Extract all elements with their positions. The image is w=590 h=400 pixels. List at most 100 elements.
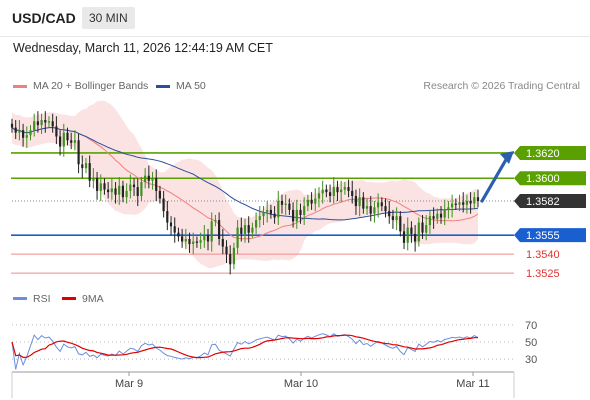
level-label-1.3600: 1.3600 xyxy=(526,173,560,185)
candle-body xyxy=(343,187,346,190)
level-label-1.3525: 1.3525 xyxy=(526,268,560,280)
ma9-legend-swatch xyxy=(62,297,76,300)
candle-body xyxy=(214,220,217,222)
candle-body xyxy=(458,202,461,205)
candle-body xyxy=(295,209,298,222)
candle-body xyxy=(329,192,332,196)
candle-body xyxy=(462,202,465,205)
candle-body xyxy=(306,199,309,207)
candle-body xyxy=(314,198,317,204)
candle-body xyxy=(358,197,361,207)
candle-body xyxy=(258,216,261,220)
ma9-legend-label: 9MA xyxy=(82,293,104,305)
timeframe-button[interactable]: 30 MIN xyxy=(82,7,135,29)
candle-body xyxy=(365,206,369,209)
candle-body xyxy=(36,121,39,126)
candle-body xyxy=(332,187,335,196)
candle-body xyxy=(40,120,43,126)
candle-body xyxy=(84,163,88,169)
candle-body xyxy=(362,197,365,209)
candle-body xyxy=(99,183,102,191)
candle-body xyxy=(51,121,54,127)
ma50-label: MA 50 xyxy=(176,80,206,92)
candle-body xyxy=(118,185,121,195)
candle-body xyxy=(155,178,158,191)
candle-body xyxy=(321,189,324,194)
candle-body xyxy=(225,246,228,255)
candle-body xyxy=(414,233,417,242)
candle-body xyxy=(14,127,17,133)
candle-body xyxy=(62,132,65,147)
candle-body xyxy=(432,216,435,219)
candle-body xyxy=(73,140,76,143)
candle-body xyxy=(121,185,124,198)
candle-body xyxy=(88,163,91,181)
candle-body xyxy=(188,239,191,245)
candle-body xyxy=(247,225,250,233)
candle-body xyxy=(92,178,95,181)
candle-body xyxy=(399,216,402,232)
rsi-tick-70: 70 xyxy=(525,320,537,332)
candle-body xyxy=(125,190,128,198)
candle-body xyxy=(29,130,32,136)
candle-body xyxy=(465,201,468,205)
candle-body xyxy=(273,213,276,218)
candle-body xyxy=(77,140,80,165)
candle-body xyxy=(162,198,165,212)
candle-body xyxy=(229,254,232,265)
candle-body xyxy=(96,178,99,191)
candle-body xyxy=(206,235,210,242)
candle-body xyxy=(218,220,221,239)
rsi-legend-swatch xyxy=(13,297,27,300)
candle-body xyxy=(317,193,321,199)
candle-body xyxy=(173,226,176,233)
candle-body xyxy=(336,187,339,193)
x-tick-label: Mar 10 xyxy=(284,378,318,390)
rsi-line xyxy=(11,333,479,370)
rsi-tick-50: 50 xyxy=(525,337,537,349)
candle-body xyxy=(136,187,139,196)
candle-body xyxy=(380,202,383,207)
candle-body xyxy=(169,222,173,227)
candle-body xyxy=(277,201,280,218)
candle-body xyxy=(303,206,306,215)
candle-body xyxy=(451,203,454,208)
candle-body xyxy=(325,189,328,193)
candle-body xyxy=(384,206,387,212)
x-tick-label: Mar 11 xyxy=(456,378,489,390)
candle-body xyxy=(47,121,51,123)
level-badge-1.3582 xyxy=(514,194,586,209)
candle-body xyxy=(476,197,480,201)
candle-body xyxy=(284,203,287,205)
level-badge-1.3620 xyxy=(514,145,586,160)
candle-body xyxy=(310,199,313,204)
candle-body xyxy=(25,135,28,138)
bollinger-band-area xyxy=(12,100,478,269)
level-label-1.3582: 1.3582 xyxy=(526,196,560,208)
candle-body xyxy=(269,209,272,214)
candle-body xyxy=(439,213,443,218)
candle-body xyxy=(10,123,14,128)
candle-body xyxy=(280,201,284,205)
candle-body xyxy=(373,207,376,214)
candle-body xyxy=(33,121,36,131)
candle-body xyxy=(107,189,110,193)
candle-body xyxy=(255,220,258,228)
candle-body xyxy=(388,211,391,217)
candle-body xyxy=(369,206,372,214)
candle-body xyxy=(70,140,73,143)
candle-body xyxy=(181,236,184,242)
candle-body xyxy=(195,241,198,243)
candle-body xyxy=(340,189,343,193)
level-label-1.3540: 1.3540 xyxy=(526,249,560,261)
candle-body xyxy=(428,216,431,226)
candle-body xyxy=(66,132,69,141)
legend-ma50: MA 50 xyxy=(156,80,206,92)
candle-body xyxy=(299,209,302,215)
candle-body xyxy=(147,175,150,181)
candle-body xyxy=(377,202,380,208)
candle-body xyxy=(103,183,106,190)
legend-ma20: MA 20 + Bollinger Bands xyxy=(13,80,148,92)
chart-header: USD/CAD 30 MIN xyxy=(0,0,590,37)
ma20-swatch xyxy=(13,84,27,88)
